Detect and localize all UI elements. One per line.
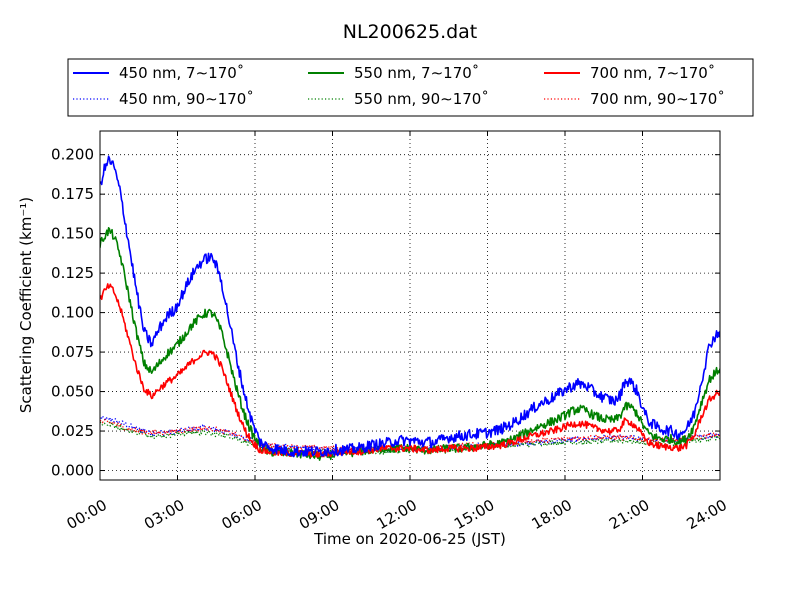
chart-title: NL200625.dat	[343, 21, 478, 43]
y-axis-label: Scattering Coefficient (km⁻¹)	[17, 197, 35, 413]
legend-label: 700 nm, 90∼170˚	[590, 90, 725, 108]
legend: 450 nm, 7∼170˚ 550 nm, 7∼170˚ 700 nm, 7∼17…	[67, 58, 754, 117]
legend-label: 450 nm, 7∼170˚	[119, 64, 244, 82]
y-tick-label: 0.000	[51, 462, 94, 480]
legend-frame	[67, 58, 754, 117]
legend-label: 700 nm, 7∼170˚	[590, 64, 715, 82]
y-tick-label: 0.075	[51, 343, 94, 361]
series-line	[100, 155, 720, 458]
y-axis: 0.000 0.025 0.050 0.075 0.100 0.125 0.150 0.175…	[51, 146, 720, 480]
y-tick-label: 0.025	[51, 422, 94, 440]
legend-label: 550 nm, 90∼170˚	[354, 90, 489, 108]
series-layer	[100, 155, 720, 461]
x-axis-label: Time on 2020-06-25 (JST)	[313, 530, 506, 548]
y-tick-label: 0.100	[51, 304, 94, 322]
y-tick-label: 0.175	[51, 185, 94, 203]
y-tick-label: 0.050	[51, 383, 94, 401]
legend-label: 450 nm, 90∼170˚	[119, 90, 254, 108]
y-tick-label: 0.200	[51, 146, 94, 164]
plot-area: 00:00 03:00 06:00 09:00 12:00 15:00 18:00 21:00…	[51, 130, 730, 533]
legend-label: 550 nm, 7∼170˚	[354, 64, 479, 82]
y-tick-label: 0.125	[51, 264, 94, 282]
y-tick-label: 0.150	[51, 225, 94, 243]
